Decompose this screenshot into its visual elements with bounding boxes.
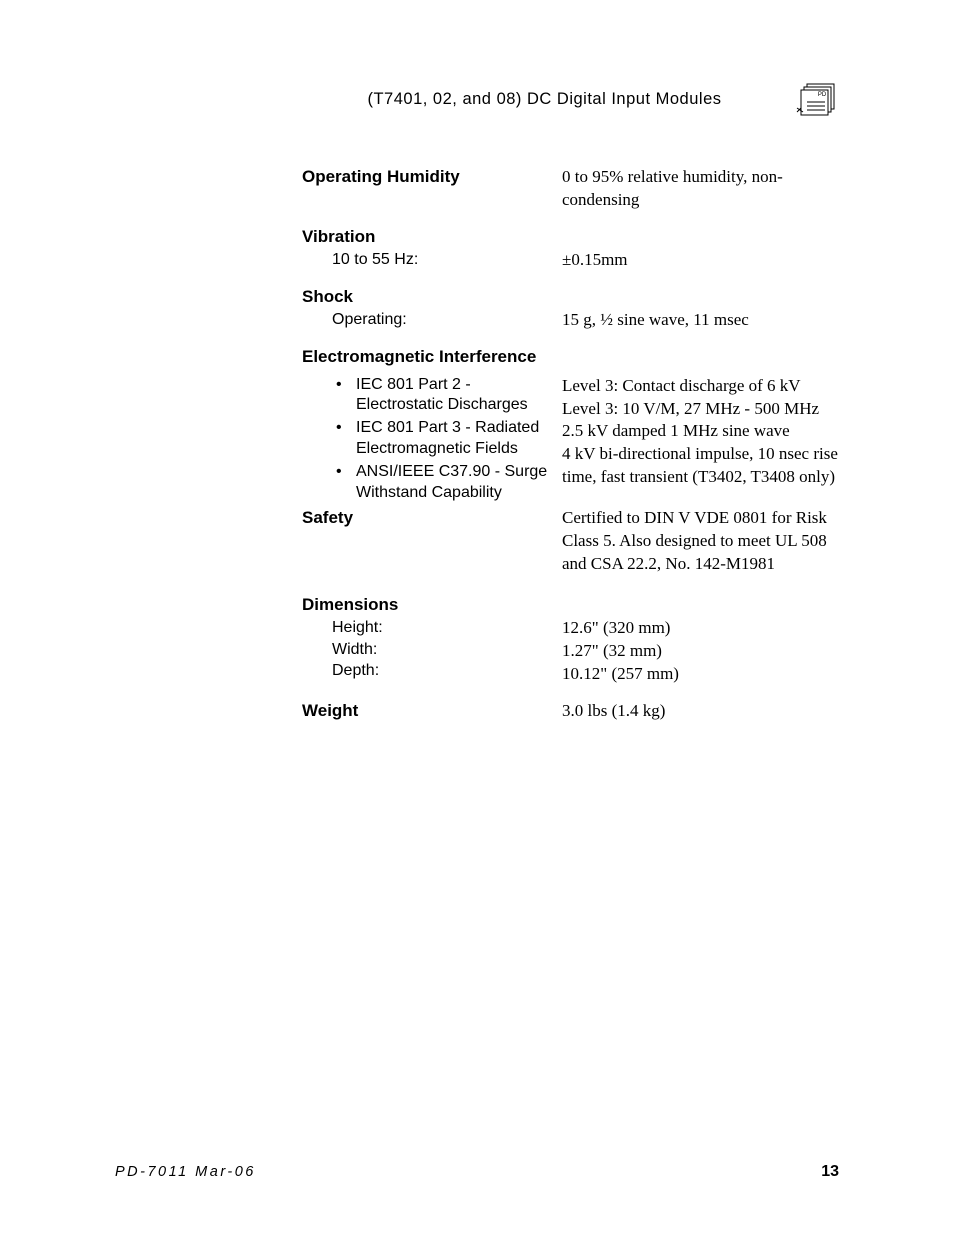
spec-value: 0 to 95% relative humidity, non-condensi…	[562, 166, 839, 212]
spec-safety: Safety Certified to DIN V VDE 0801 for R…	[302, 507, 839, 576]
svg-text:PD: PD	[818, 92, 827, 98]
spec-value: 1.27" (32 mm)	[562, 640, 839, 663]
page: (T7401, 02, and 08) DC Digital Input Mod…	[0, 0, 954, 1235]
list-item: IEC 801 Part 3 - Radiated Electromagneti…	[332, 418, 552, 460]
spec-vibration: Vibration 10 to 55 Hz: ±0.15mm	[302, 226, 839, 286]
spec-label: Weight	[302, 700, 552, 723]
spec-emi: Electromagnetic Interference IEC 801 Par…	[302, 346, 839, 506]
spec-value: Level 3: 10 V/M, 27 MHz - 500 MHz	[562, 398, 839, 421]
spec-sub-label: Height:	[302, 617, 552, 639]
spec-sub-label: Operating:	[302, 309, 552, 331]
spec-value: Level 3: Contact discharge of 6 kV	[562, 375, 839, 398]
emi-bullet-list: IEC 801 Part 2 - Electrostatic Discharge…	[302, 375, 552, 504]
list-item: IEC 801 Part 2 - Electrostatic Discharge…	[332, 375, 552, 417]
spec-shock: Shock Operating: 15 g, ½ sine wave, 11 m…	[302, 286, 839, 346]
footer-page-number: 13	[821, 1163, 839, 1181]
spec-label: Dimensions	[302, 594, 552, 617]
spec-value: 15 g, ½ sine wave, 11 msec	[562, 309, 839, 332]
spec-value: 4 kV bi-directional impulse, 10 nsec ris…	[562, 443, 839, 489]
spec-label: Vibration	[302, 226, 552, 249]
spec-operating-humidity: Operating Humidity 0 to 95% relative hum…	[302, 166, 839, 212]
page-footer: PD-7011 Mar-06 13	[115, 1163, 839, 1181]
spec-value: 2.5 kV damped 1 MHz sine wave	[562, 420, 839, 443]
spec-value: 10.12" (257 mm)	[562, 663, 839, 686]
emi-values: Level 3: Contact discharge of 6 kV Level…	[562, 375, 839, 490]
spec-label: Electromagnetic Interference	[302, 346, 552, 369]
spec-label: Operating Humidity	[302, 166, 552, 189]
spec-label: Safety	[302, 507, 552, 530]
spec-sub-label: Depth:	[302, 660, 552, 682]
spec-sub-label: Width:	[302, 639, 552, 661]
spec-value: 3.0 lbs (1.4 kg)	[562, 700, 839, 723]
spec-dimensions: Dimensions Height: Width: Depth: 12.6" (…	[302, 594, 839, 700]
dimensions-values: 12.6" (320 mm) 1.27" (32 mm) 10.12" (257…	[562, 617, 839, 686]
list-item: ANSI/IEEE C37.90 - Surge Withstand Capab…	[332, 462, 552, 504]
spec-content: Operating Humidity 0 to 95% relative hum…	[302, 166, 839, 723]
spec-value: Certified to DIN V VDE 0801 for Risk Cla…	[562, 507, 839, 576]
spec-value: 12.6" (320 mm)	[562, 617, 839, 640]
spec-sub-label: 10 to 55 Hz:	[302, 249, 552, 271]
page-header: (T7401, 02, and 08) DC Digital Input Mod…	[302, 82, 839, 118]
footer-doc-id: PD-7011 Mar-06	[115, 1164, 256, 1180]
spec-label: Shock	[302, 286, 552, 309]
spec-value: ±0.15mm	[562, 249, 839, 272]
spec-weight: Weight 3.0 lbs (1.4 kg)	[302, 700, 839, 723]
header-title: (T7401, 02, and 08) DC Digital Input Mod…	[302, 82, 787, 109]
document-stack-icon: PD	[795, 82, 839, 118]
